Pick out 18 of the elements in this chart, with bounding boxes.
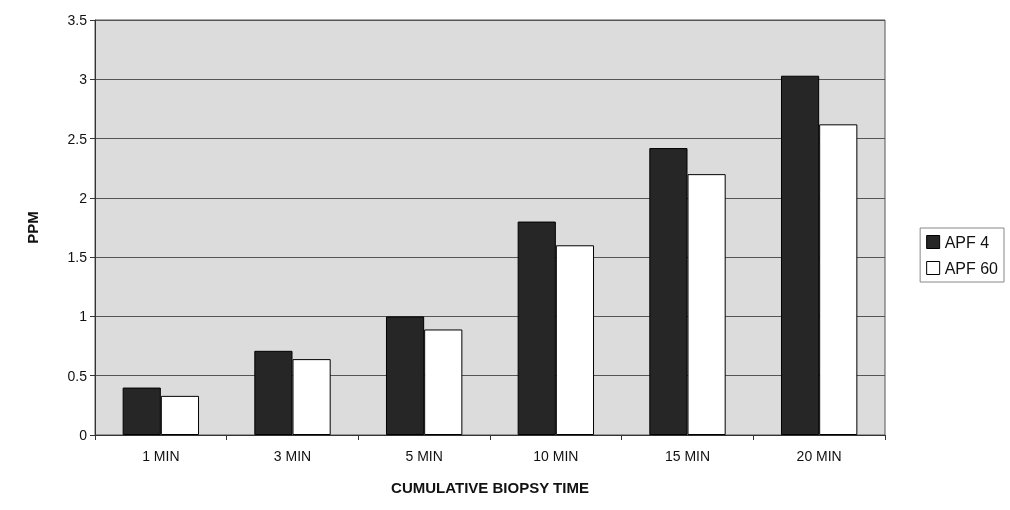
x-axis-title: CUMULATIVE BIOPSY TIME bbox=[391, 479, 589, 496]
legend-label: APF 60 bbox=[944, 259, 999, 277]
y-tick-label: 3.5 bbox=[67, 12, 88, 28]
y-tick-label: 1.5 bbox=[67, 249, 88, 266]
y-tick-label: 2 bbox=[79, 189, 88, 206]
x-tick-label: 15 MIN bbox=[664, 448, 711, 464]
y-tick-label: 0.5 bbox=[67, 367, 88, 384]
y-tick-label: 1 bbox=[79, 308, 88, 325]
y-axis-title: PPM bbox=[24, 211, 41, 244]
x-tick-label: 1 MIN bbox=[142, 448, 180, 464]
x-tick-label: 5 MIN bbox=[405, 448, 443, 464]
x-tick-label: 20 MIN bbox=[796, 448, 842, 464]
legend-label: APF 4 bbox=[944, 233, 990, 251]
y-tick-label: 2.5 bbox=[67, 130, 88, 147]
x-tick-label: 3 MIN bbox=[273, 448, 312, 464]
y-tick-label: 3 bbox=[79, 71, 88, 88]
y-tick-label: 0 bbox=[79, 427, 88, 443]
x-tick-label: 10 MIN bbox=[533, 448, 579, 464]
